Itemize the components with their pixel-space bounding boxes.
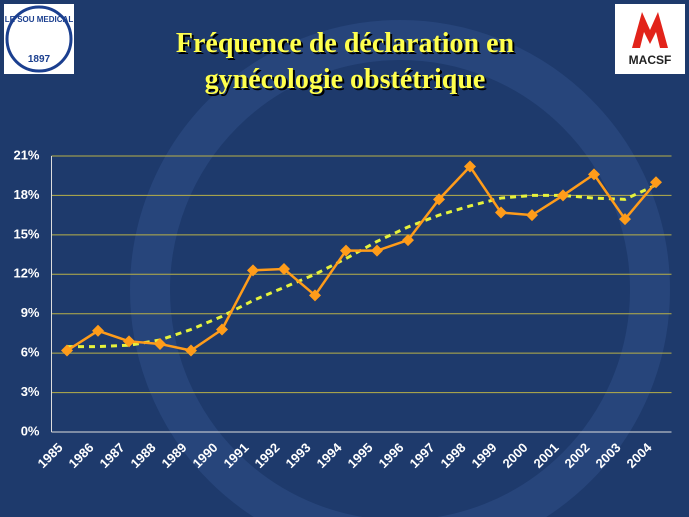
logo-text: MACSF [629, 53, 672, 67]
logo-name: LE SOU MEDICAL [5, 15, 74, 24]
y-tick-label: 21% [13, 147, 39, 162]
data-point [557, 189, 569, 202]
chart-title: Fréquence de déclaration en [176, 28, 515, 59]
data-point [371, 244, 383, 257]
y-tick-label: 18% [13, 187, 39, 202]
y-tick-label: 0% [21, 423, 40, 438]
logo-ring [5, 5, 73, 73]
data-point [402, 234, 414, 247]
data-point [619, 213, 631, 226]
data-point [464, 160, 476, 173]
data-point [123, 335, 135, 348]
y-tick-label: 12% [13, 266, 39, 281]
data-point [588, 168, 600, 181]
data-point [495, 206, 507, 219]
logo-mark [632, 12, 668, 48]
data-point [309, 289, 321, 302]
chart-title: gynécologie obstétrique [205, 64, 486, 95]
data-point [650, 176, 662, 189]
data-point [247, 264, 259, 277]
data-point [526, 209, 538, 222]
y-tick-label: 6% [21, 345, 40, 360]
data-point [216, 323, 228, 336]
data-point [154, 337, 166, 350]
watermark [130, 20, 670, 517]
y-tick-label: 15% [13, 226, 39, 241]
data-point [185, 344, 197, 357]
logo-right: MACSF [615, 4, 685, 74]
data-point [340, 244, 352, 257]
logo-left: LE SOU MEDICAL 1897 [4, 4, 74, 74]
data-point [433, 193, 445, 206]
data-point [92, 324, 104, 337]
y-tick-label: 3% [21, 384, 40, 399]
logo-year: 1897 [28, 54, 51, 65]
y-tick-label: 9% [21, 305, 40, 320]
data-point [278, 263, 290, 276]
data-point [61, 344, 73, 357]
series-line [66, 164, 657, 352]
